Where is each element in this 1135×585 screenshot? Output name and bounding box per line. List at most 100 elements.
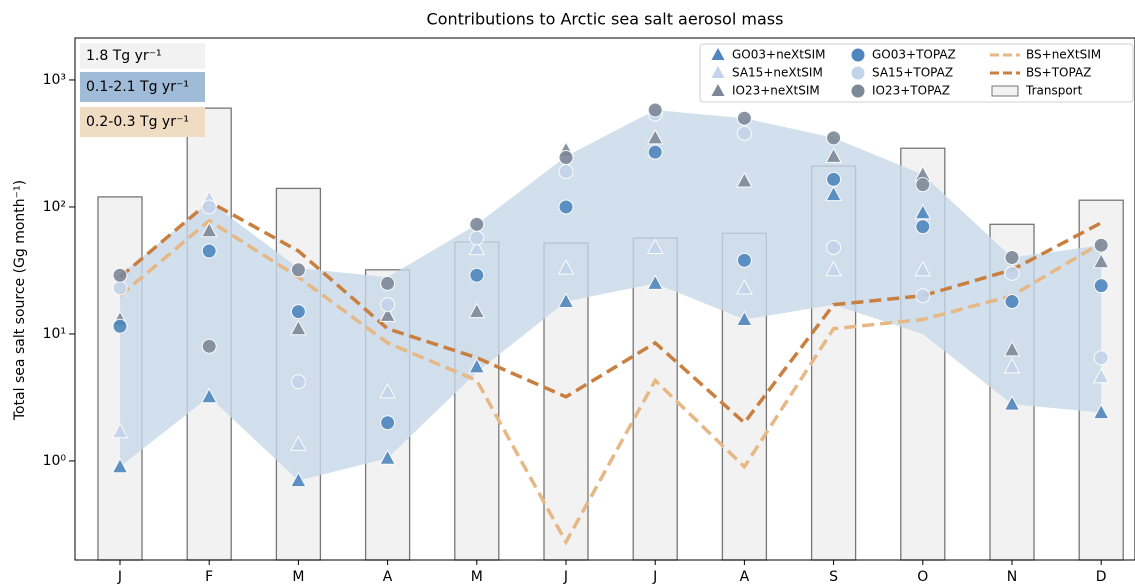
triangle-marker — [379, 449, 396, 465]
triangle-marker — [557, 259, 575, 275]
triangle-marker — [200, 221, 218, 238]
legend-label: BS+neXtSIM — [1026, 48, 1101, 62]
triangle-marker — [379, 382, 396, 399]
circle-marker — [736, 252, 752, 268]
annotation-box — [80, 107, 205, 137]
circle-marker — [915, 219, 931, 235]
triangle-marker — [468, 239, 486, 256]
triangle-marker — [1003, 357, 1021, 374]
x-tick-label: A — [383, 569, 393, 585]
y-tick-label: 10¹ — [43, 326, 66, 342]
triangle-marker — [1003, 395, 1021, 411]
triangle-marker — [646, 238, 664, 254]
y-axis-label: Total sea salt source (Gg month⁻¹) — [12, 180, 28, 421]
circle-marker — [112, 280, 128, 296]
triangle-marker — [825, 260, 842, 277]
legend-label: SA15+TOPAZ — [872, 66, 953, 80]
y-tick-label: 10² — [43, 199, 66, 215]
annotation-box — [80, 43, 205, 69]
circle-marker — [915, 288, 931, 304]
chart-title: Contributions to Arctic sea salt aerosol… — [427, 10, 784, 29]
legend-patch — [991, 85, 1019, 97]
circle-marker — [380, 415, 396, 431]
x-tick-label: O — [917, 569, 928, 585]
plot-frame — [74, 37, 1135, 561]
triangle-marker — [290, 319, 307, 336]
circle-marker — [736, 110, 752, 126]
legend-label: GO03+TOPAZ — [872, 48, 956, 62]
circle-marker — [201, 243, 217, 259]
x-tick-label: J — [652, 569, 657, 585]
x-tick-label: S — [829, 569, 838, 585]
circle-marker — [1004, 249, 1020, 265]
circle-marker — [201, 199, 217, 215]
triangle-marker — [736, 171, 753, 188]
circle-marker — [915, 177, 931, 193]
triangle-marker — [290, 435, 307, 451]
triangle-marker — [825, 185, 842, 202]
triangle-marker — [379, 306, 396, 322]
circle-marker — [558, 199, 574, 215]
line-series — [118, 218, 1103, 546]
legend-marker — [711, 84, 725, 96]
triangle-marker — [111, 457, 129, 474]
annotation-box — [80, 72, 205, 102]
triangle-marker — [736, 278, 753, 295]
legend-marker — [851, 66, 865, 80]
circle-marker — [112, 318, 128, 334]
legend-marker — [711, 66, 725, 78]
y-tick-label: 10⁰ — [43, 453, 67, 469]
circle-marker — [290, 304, 306, 320]
circle-marker — [558, 164, 574, 180]
circle-marker — [380, 297, 396, 313]
circle-marker — [647, 102, 663, 118]
circle-marker — [112, 267, 128, 283]
triangle-marker — [914, 203, 932, 220]
x-tick-label: J — [117, 569, 122, 585]
y-tick-label: 10³ — [43, 72, 66, 88]
triangle-marker — [1092, 403, 1110, 420]
x-tick-label: J — [563, 569, 568, 585]
line-series — [118, 199, 1103, 426]
triangle-marker — [914, 260, 932, 277]
circle-marker — [380, 275, 396, 291]
triangle-marker — [825, 147, 842, 163]
triangle-marker — [290, 471, 307, 488]
circle-marker — [826, 130, 842, 146]
legend-label: IO23+neXtSIM — [732, 84, 820, 98]
legend-label: IO23+TOPAZ — [872, 84, 950, 98]
triangle-marker — [736, 310, 753, 326]
x-tick-label: D — [1096, 569, 1107, 585]
legend-label: BS+TOPAZ — [1026, 66, 1091, 80]
circle-marker — [290, 374, 306, 390]
triangle-marker — [557, 292, 575, 309]
triangle-marker — [1092, 252, 1110, 269]
triangle-marker — [646, 128, 664, 145]
circle-marker — [290, 262, 306, 278]
legend-label: SA15+neXtSIM — [732, 66, 823, 80]
annotation-text: 1.8 Tg yr⁻¹ — [86, 48, 162, 64]
annotation-text: 0.2-0.3 Tg yr⁻¹ — [86, 114, 189, 130]
triangle-marker — [111, 422, 129, 439]
circle-marker — [647, 144, 663, 160]
circle-marker — [826, 171, 842, 187]
circle-marker — [1093, 350, 1109, 366]
annotation-text: 0.1-2.1 Tg yr⁻¹ — [86, 79, 189, 95]
triangle-marker — [1003, 340, 1021, 357]
x-tick-label: N — [1007, 569, 1017, 585]
circle-marker — [201, 338, 217, 354]
plot-area — [97, 102, 1124, 561]
circle-marker — [1004, 294, 1020, 310]
circle-marker — [469, 267, 485, 283]
x-tick-label: M — [471, 569, 483, 585]
circle-marker — [469, 216, 485, 232]
triangle-marker — [468, 357, 486, 374]
legend-label: GO03+neXtSIM — [732, 48, 826, 62]
x-tick-label: M — [292, 569, 304, 585]
triangle-marker — [200, 387, 218, 404]
legend-label: Transport — [1025, 84, 1083, 98]
circle-marker — [736, 125, 752, 141]
triangle-marker — [646, 274, 664, 290]
circle-marker — [558, 150, 574, 166]
